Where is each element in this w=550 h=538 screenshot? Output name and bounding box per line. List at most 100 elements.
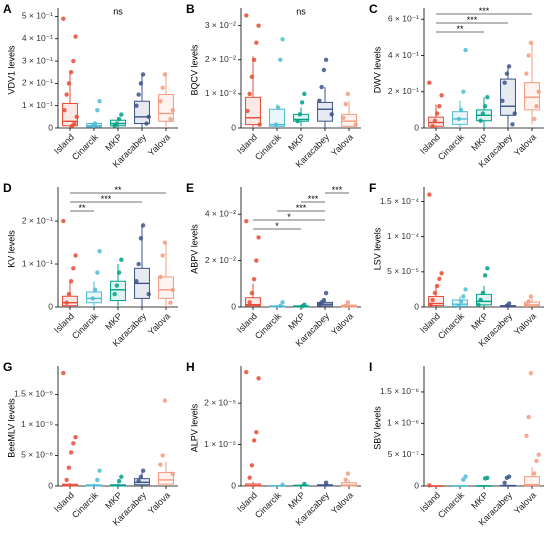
- data-point: [299, 100, 305, 105]
- data-point: [485, 94, 490, 100]
- data-point: [482, 104, 488, 109]
- y-axis-label: ALPV levels: [189, 403, 199, 452]
- data-point: [144, 121, 149, 126]
- data-point: [458, 107, 464, 113]
- data-point: [528, 40, 534, 46]
- x-tick-label: Yalova: [146, 311, 172, 337]
- data-point: [97, 99, 102, 104]
- data-point: [504, 475, 510, 481]
- x-tick-label: MKP: [103, 311, 124, 332]
- y-tick-label: 3 × 10⁻²: [205, 20, 236, 30]
- y-tick-label: 0: [48, 480, 53, 490]
- data-point: [66, 291, 72, 297]
- y-axis-label: ABPV levels: [189, 224, 199, 274]
- data-point: [136, 261, 141, 267]
- data-point: [343, 303, 348, 309]
- data-point: [116, 116, 122, 122]
- y-tick-label: 2 × 10⁻²: [205, 54, 236, 64]
- data-point: [532, 116, 537, 122]
- data-point: [245, 108, 250, 114]
- x-tick-label: MKP: [469, 490, 490, 511]
- data-point: [476, 302, 481, 308]
- data-point: [170, 471, 175, 476]
- data-point: [302, 481, 307, 487]
- data-point: [136, 92, 141, 97]
- data-point: [536, 452, 541, 457]
- data-point: [254, 258, 259, 263]
- x-tick-label: MKP: [469, 132, 490, 153]
- data-point: [119, 112, 124, 117]
- data-point: [116, 478, 122, 484]
- data-point: [317, 302, 322, 307]
- y-tick-label: 0: [231, 480, 236, 490]
- data-point: [256, 23, 261, 28]
- x-tick-label: Yalova: [329, 490, 355, 516]
- data-point: [112, 123, 117, 128]
- data-point: [168, 300, 173, 305]
- data-point: [254, 429, 259, 435]
- data-point: [249, 74, 255, 80]
- box: [341, 113, 357, 127]
- y-axis-label: KV levels: [6, 230, 16, 268]
- y-tick-label: 2 × 10⁻¹: [22, 78, 53, 88]
- data-point: [512, 111, 517, 116]
- y-tick-label: 0: [231, 122, 236, 132]
- data-point: [534, 458, 539, 464]
- data-point: [502, 480, 507, 486]
- data-point: [138, 81, 144, 86]
- data-point: [463, 47, 468, 53]
- data-point: [68, 279, 74, 284]
- data-point: [534, 104, 539, 109]
- data-point: [71, 266, 76, 271]
- data-point: [345, 471, 351, 476]
- y-tick-label: 1 × 10⁻⁵: [204, 439, 236, 449]
- significance-label: **: [114, 185, 122, 195]
- data-point: [434, 283, 440, 289]
- data-point: [146, 114, 151, 120]
- y-tick-label: 1.5 × 10⁻⁴: [380, 196, 419, 206]
- data-point: [251, 276, 257, 282]
- data-point: [536, 89, 541, 94]
- data-point: [526, 414, 531, 420]
- data-point: [430, 297, 435, 303]
- panel: A VDV1 levels 0 1 × 10⁻¹ 2 × 10⁻¹ 3 × 10⁻¹ 4 ×…: [3, 2, 178, 170]
- data-point: [257, 122, 262, 127]
- data-point: [244, 369, 249, 375]
- data-point: [95, 477, 100, 483]
- y-tick-label: 0: [231, 301, 236, 311]
- significance-label: ***: [296, 203, 307, 213]
- y-tick-label: 1.5 × 10⁻⁶: [380, 386, 419, 396]
- x-tick-label: Cinarcik: [253, 311, 283, 341]
- panel-label: H: [186, 360, 195, 374]
- data-point: [160, 453, 165, 458]
- data-point: [71, 441, 76, 446]
- x-tick-label: Cinarcik: [436, 132, 466, 162]
- significance-label: **: [78, 203, 86, 213]
- y-tick-label: 0: [414, 122, 419, 132]
- data-point: [504, 303, 510, 308]
- data-point: [119, 474, 124, 480]
- data-point: [138, 474, 144, 480]
- significance-label: **: [456, 24, 464, 34]
- data-point: [158, 462, 163, 467]
- data-point: [456, 303, 462, 308]
- data-point: [90, 123, 96, 128]
- data-point: [244, 218, 249, 224]
- data-point: [461, 477, 466, 482]
- data-point: [134, 103, 139, 108]
- x-tick-label: Yalova: [512, 490, 538, 516]
- x-tick-label: Cinarcik: [253, 132, 283, 162]
- data-point: [437, 104, 442, 109]
- data-point: [247, 91, 252, 97]
- data-point: [162, 398, 168, 403]
- y-tick-label: 5 × 10⁻¹: [22, 11, 53, 21]
- data-point: [273, 122, 279, 127]
- data-point: [317, 98, 322, 103]
- data-point: [160, 85, 165, 91]
- x-tick-label: MKP: [103, 132, 124, 153]
- y-tick-label: 1.5 × 10⁻⁵: [14, 389, 53, 399]
- annotation: ns: [113, 6, 123, 16]
